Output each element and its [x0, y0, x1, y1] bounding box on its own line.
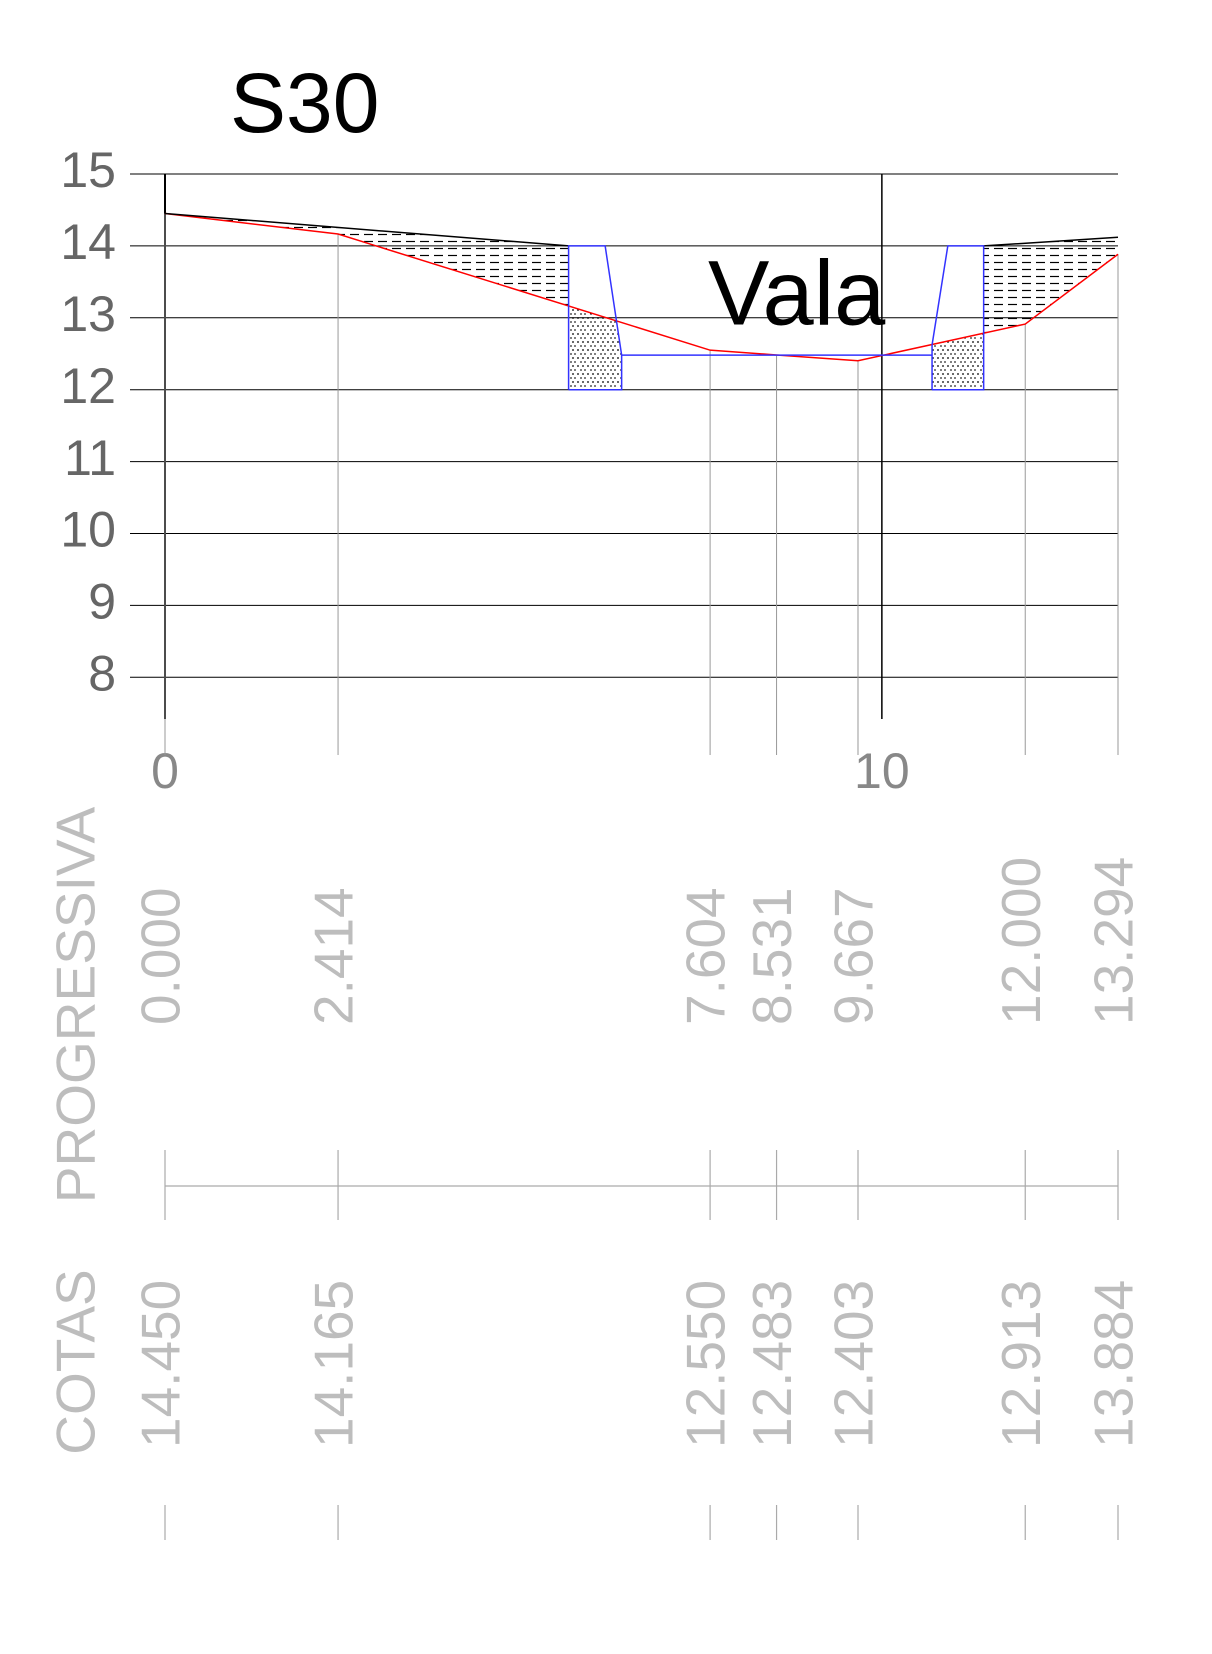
y-tick-label: 10	[60, 502, 116, 558]
y-tick-label: 11	[64, 430, 116, 486]
progressiva-label: 0.000	[130, 887, 192, 1025]
row-label: PROGRESSIVA	[45, 807, 107, 1204]
cota-label: 14.450	[130, 1280, 192, 1448]
annotation: Vala	[708, 242, 886, 344]
y-tick-label: 8	[88, 646, 116, 702]
profile-line	[567, 245, 623, 391]
cut-hatch	[165, 213, 569, 306]
x-tick-label: 10	[854, 743, 910, 799]
profile-line	[164, 212, 569, 247]
progressiva-label: 7.604	[675, 887, 737, 1025]
cota-label: 14.165	[303, 1280, 365, 1448]
y-tick-label: 14	[60, 214, 116, 270]
y-tick-label: 13	[60, 286, 116, 342]
progressiva-label: 13.294	[1083, 857, 1145, 1025]
progressiva-label: 9.667	[823, 887, 885, 1025]
y-tick-label: 15	[60, 142, 116, 198]
cota-label: 12.913	[990, 1280, 1052, 1448]
progressiva-label: 12.000	[990, 857, 1052, 1025]
title: S30	[230, 56, 379, 150]
profile-line	[983, 236, 1119, 247]
y-tick-label: 12	[60, 358, 116, 414]
profile-line	[931, 245, 985, 391]
y-tick-label: 9	[88, 574, 116, 630]
progressiva-label: 2.414	[303, 887, 365, 1025]
cota-label: 12.550	[675, 1280, 737, 1448]
cota-label: 12.403	[823, 1280, 885, 1448]
row-label: COTAS	[45, 1269, 107, 1454]
cota-label: 13.884	[1083, 1280, 1145, 1448]
cota-label: 12.483	[741, 1280, 803, 1448]
progressiva-label: 8.531	[741, 887, 803, 1025]
cut-hatch	[983, 237, 1118, 334]
